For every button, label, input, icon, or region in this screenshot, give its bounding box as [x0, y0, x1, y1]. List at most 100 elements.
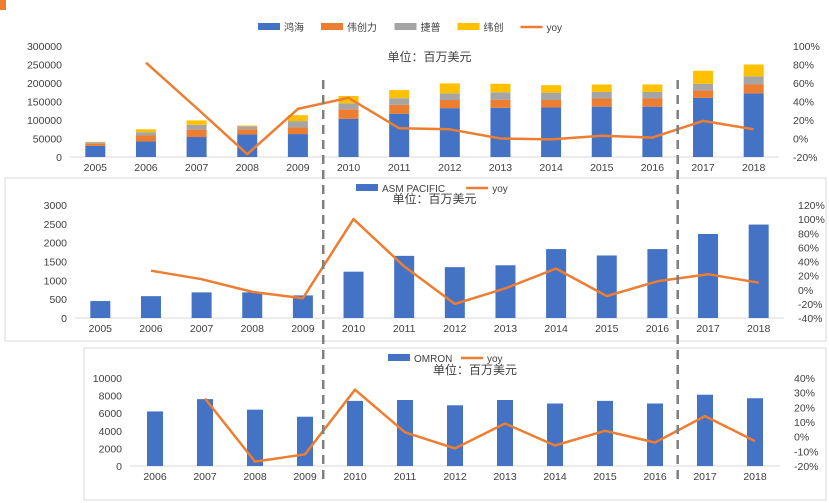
x-tick-label: 2014 — [544, 323, 568, 335]
bar-1 — [546, 249, 567, 318]
legend-swatch — [394, 23, 417, 30]
bar-1 — [147, 411, 163, 466]
legend-label: 伟创力 — [347, 21, 377, 34]
legend-label: yoy — [487, 354, 503, 365]
y2-tick-label: -40% — [798, 313, 823, 325]
y-tick-label: 500 — [49, 294, 67, 306]
bar-1 — [490, 107, 511, 157]
bar-2 — [338, 109, 359, 119]
x-tick-label: 2016 — [641, 162, 665, 174]
bar-4 — [389, 90, 410, 99]
y2-tick-label: 100% — [793, 41, 820, 53]
y2-tick-label: 120% — [798, 200, 825, 212]
unit-label: 单位：百万美元 — [392, 191, 476, 206]
bar-4 — [591, 84, 612, 92]
bar-4 — [237, 125, 258, 127]
bar-1 — [287, 134, 308, 157]
panel-border — [83, 347, 827, 501]
bar-3 — [135, 132, 156, 136]
x-tick-label: 2011 — [393, 323, 416, 335]
bar-3 — [591, 91, 612, 99]
legend-label: ASM PACIFIC — [382, 184, 445, 195]
y2-tick-label: -20% — [798, 299, 823, 311]
bar-1 — [135, 141, 156, 157]
y2-tick-label: 30% — [794, 388, 815, 400]
y-tick-label: 3000 — [44, 200, 68, 212]
legend-swatch — [356, 184, 378, 191]
bar-2 — [743, 84, 764, 94]
y-tick-label: 1500 — [44, 257, 68, 269]
chart-panel-1: 0 50000 100000 150000 200000 250000 300000 -20%… — [27, 21, 820, 174]
x-tick-label: 2007 — [185, 162, 209, 174]
y2-tick-label: -20% — [794, 461, 819, 473]
x-tick-label: 2016 — [646, 323, 670, 335]
bar-4 — [135, 129, 156, 133]
x-tick-label: 2010 — [343, 471, 367, 483]
bar-4 — [743, 64, 764, 77]
bar-2 — [693, 90, 714, 98]
bar-2 — [541, 100, 562, 108]
y2-tick-label: 40% — [794, 373, 815, 385]
bar-1 — [444, 267, 465, 318]
x-tick-label: 2013 — [489, 162, 513, 174]
bar-2 — [490, 99, 511, 108]
bar-4 — [287, 115, 308, 122]
y2-tick-label: 20% — [793, 115, 814, 127]
y-tick-label: 300000 — [27, 41, 62, 53]
legend-swatch — [457, 23, 480, 30]
unit-label: 单位：百万美元 — [387, 49, 471, 64]
x-tick-label: 2018 — [743, 471, 767, 483]
x-tick-label: 2015 — [593, 471, 617, 483]
x-tick-label: 2009 — [286, 162, 310, 174]
y-tick-label: 150000 — [27, 97, 62, 109]
x-tick-label: 2017 — [696, 323, 720, 335]
bar-3 — [541, 92, 562, 101]
legend-label: 鸿海 — [284, 21, 304, 34]
x-tick-label: 2007 — [193, 471, 217, 483]
y-tick-label: 0 — [56, 152, 62, 164]
bar-4 — [642, 84, 663, 92]
legend-label: OMRON — [414, 354, 452, 365]
corner-marker — [0, 0, 6, 10]
bar-1 — [389, 113, 410, 157]
y2-tick-label: 0% — [798, 285, 813, 297]
y2-tick-label: 0% — [794, 432, 809, 444]
bar-1 — [85, 145, 106, 157]
y-tick-label: 50000 — [33, 134, 62, 146]
bar-1 — [186, 137, 207, 157]
legend-swatch — [258, 23, 280, 30]
bar-1 — [242, 292, 263, 318]
x-tick-label: 2010 — [342, 323, 366, 335]
bar-3 — [693, 83, 714, 91]
bar-1 — [642, 106, 663, 157]
x-tick-label: 2015 — [590, 162, 614, 174]
bar-1 — [497, 400, 513, 466]
y2-tick-label: 80% — [798, 228, 819, 240]
y-tick-label: 200000 — [27, 78, 62, 90]
y2-tick-label: -10% — [794, 446, 819, 458]
bar-4 — [439, 83, 460, 94]
panel-border — [4, 177, 827, 342]
x-tick-label: 2008 — [243, 471, 267, 483]
bar-1 — [343, 271, 364, 318]
bar-1 — [596, 255, 617, 318]
x-tick-label: 2005 — [89, 323, 113, 335]
y-tick-label: 8000 — [99, 391, 123, 403]
x-tick-label: 2018 — [742, 162, 766, 174]
x-tick-label: 2012 — [443, 323, 467, 335]
chart-panel-3: 0 2000 4000 6000 8000 10000 -20% -10% 0% 10% 20% 30… — [83, 347, 827, 501]
bar-3 — [237, 126, 258, 130]
x-tick-label: 2017 — [691, 162, 715, 174]
y2-tick-label: 10% — [794, 417, 815, 429]
y2-tick-label: 60% — [798, 242, 819, 254]
bar-1 — [495, 265, 516, 318]
bar-1 — [647, 249, 668, 318]
y-tick-label: 2500 — [44, 219, 68, 231]
bar-3 — [743, 76, 764, 85]
y2-tick-label: 40% — [793, 97, 814, 109]
bar-1 — [591, 106, 612, 157]
legend-swatch — [388, 354, 410, 361]
bar-1 — [197, 399, 213, 466]
bar-1 — [698, 234, 719, 318]
bar-1 — [647, 403, 663, 466]
